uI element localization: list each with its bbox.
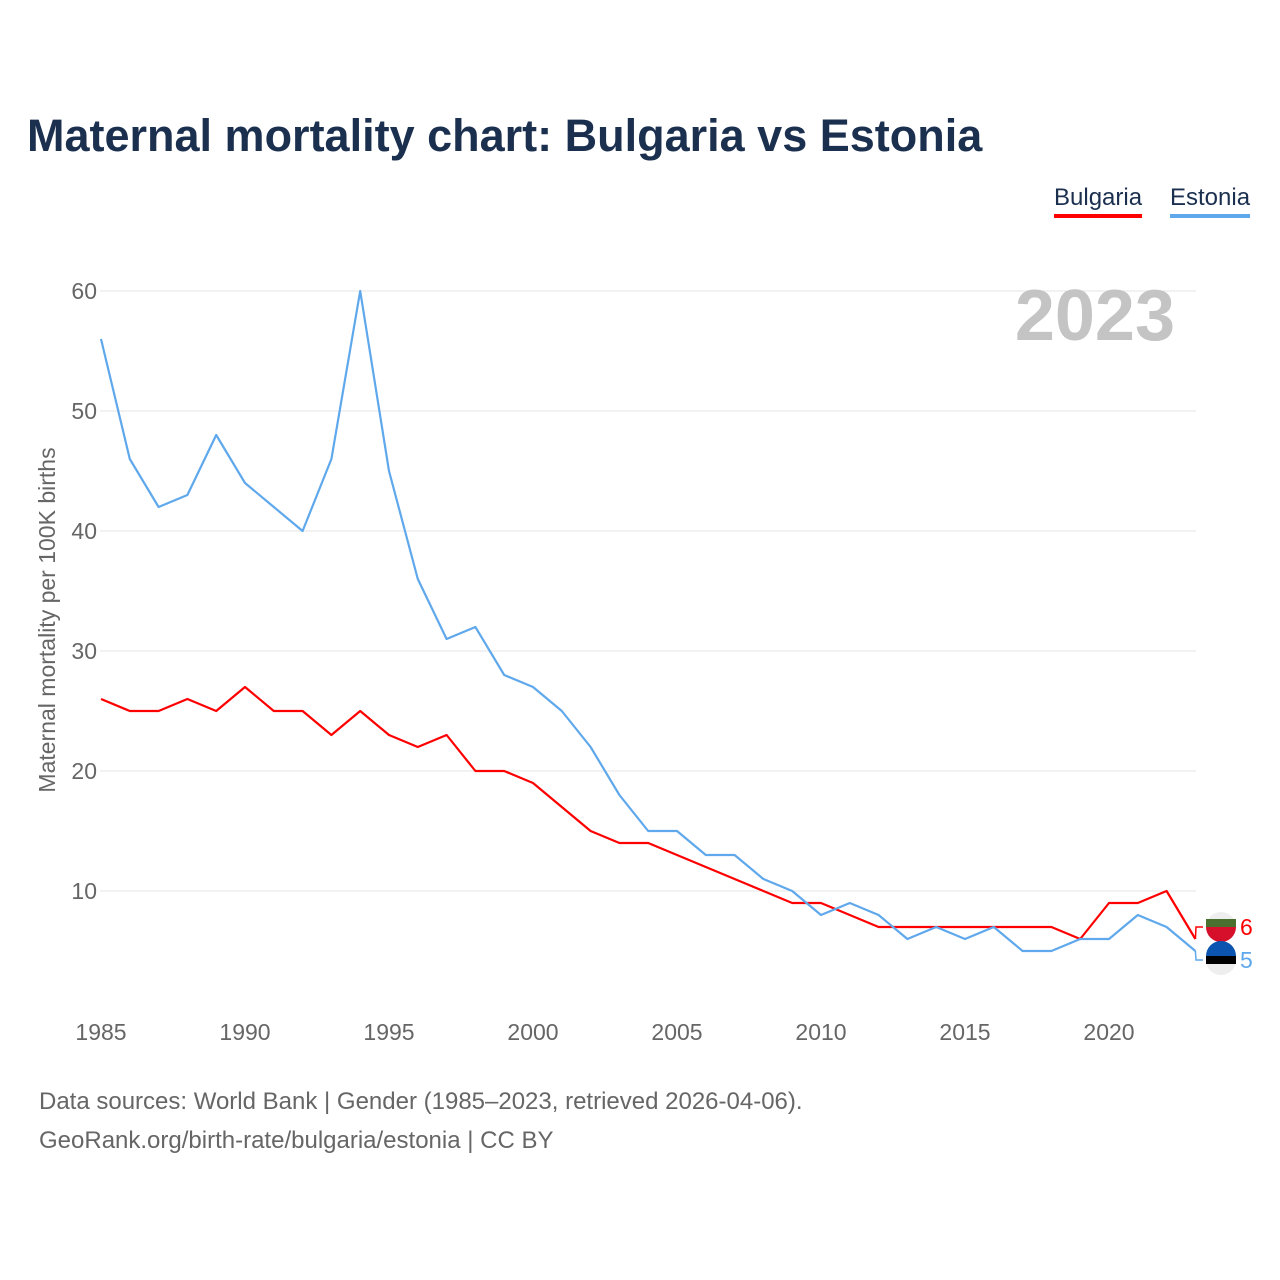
x-tick-label: 1990 bbox=[219, 1019, 270, 1045]
flag-stripe bbox=[1206, 941, 1236, 956]
footer-source: Data sources: World Bank | Gender (1985–… bbox=[39, 1088, 803, 1115]
connector bbox=[1194, 950, 1203, 961]
flag-stripe bbox=[1206, 919, 1236, 927]
x-tick-label: 2010 bbox=[795, 1019, 846, 1045]
y-axis-label: Maternal mortality per 100K births bbox=[34, 447, 60, 792]
legend-estonia[interactable]: Estonia bbox=[1170, 184, 1251, 218]
y-tick-label: 10 bbox=[71, 878, 97, 904]
flag-stripe bbox=[1206, 927, 1236, 942]
connector bbox=[1194, 926, 1203, 940]
x-tick-label: 1985 bbox=[75, 1019, 126, 1045]
y-tick-label: 30 bbox=[71, 638, 97, 664]
end-value-label: 6 bbox=[1240, 914, 1253, 940]
flag-stripe bbox=[1206, 956, 1236, 964]
legend-bulgaria[interactable]: Bulgaria bbox=[1054, 184, 1143, 218]
chart-title: Maternal mortality chart: Bulgaria vs Es… bbox=[27, 110, 983, 161]
footer-link[interactable]: GeoRank.org/birth-rate/bulgaria/estonia … bbox=[39, 1127, 554, 1154]
y-tick-label: 50 bbox=[71, 398, 97, 424]
year-label: 2023 bbox=[1015, 276, 1175, 356]
series-line-estonia bbox=[99, 289, 1197, 953]
x-tick-label: 1995 bbox=[363, 1019, 414, 1045]
y-tick-label: 20 bbox=[71, 758, 97, 784]
y-tick-label: 40 bbox=[71, 518, 97, 544]
x-tick-label: 2015 bbox=[939, 1019, 990, 1045]
end-value-label: 5 bbox=[1240, 947, 1253, 973]
y-tick-label: 60 bbox=[71, 278, 97, 304]
x-tick-label: 2020 bbox=[1083, 1019, 1134, 1045]
x-tick-label: 2000 bbox=[507, 1019, 558, 1045]
x-tick-label: 2005 bbox=[651, 1019, 702, 1045]
series-line-bulgaria bbox=[100, 685, 1197, 941]
